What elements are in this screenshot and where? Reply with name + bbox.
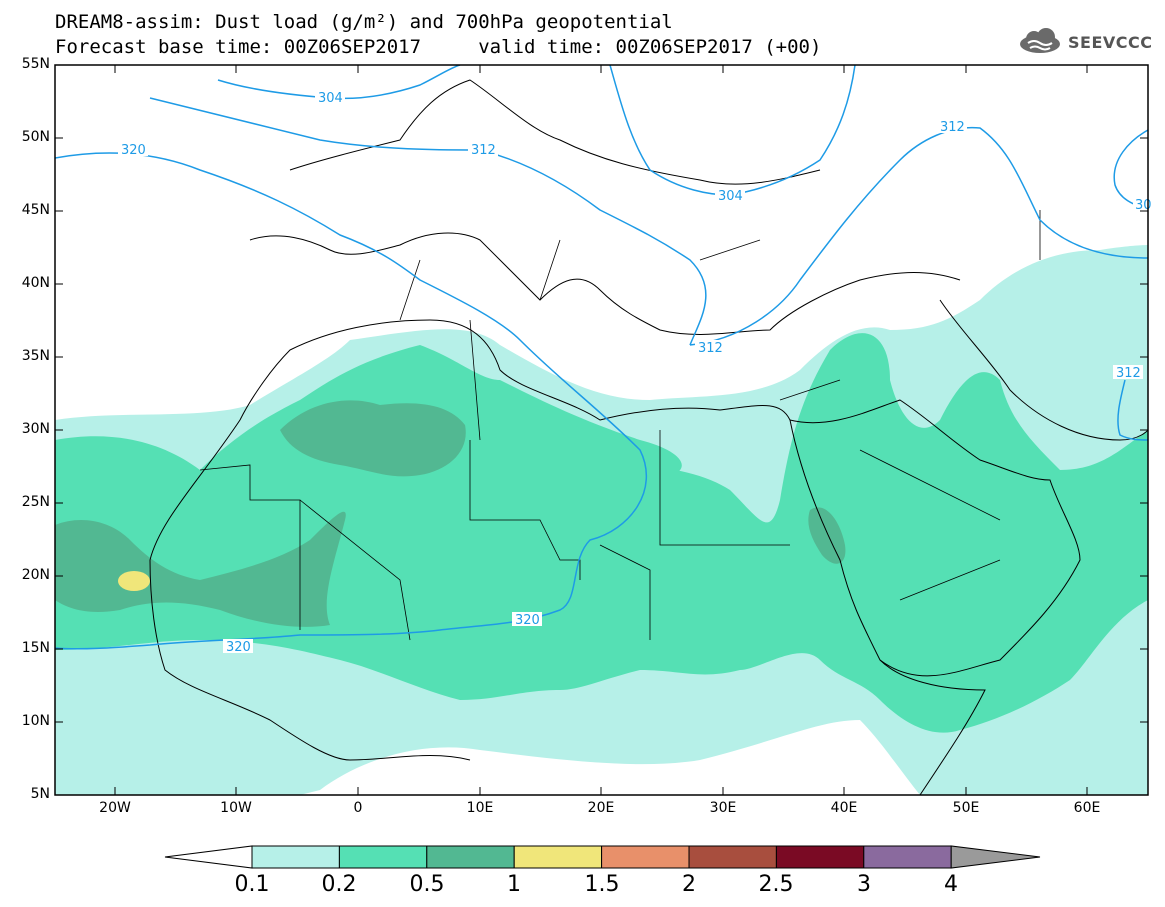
lon-label: 40E [830,800,858,816]
coastline-west-africa [149,559,471,761]
lat-label: 15N [21,640,50,656]
contour-label: 320 [121,143,146,158]
axis-ticks [55,64,1148,795]
colorbar-label: 0.2 [321,872,357,897]
lat-label: 35N [21,348,50,364]
coastlines [149,79,1148,795]
colorbar-segment [688,845,777,869]
colorbar-segment [338,845,428,869]
colorbar-segment [426,845,515,869]
lat-label: 25N [21,494,50,510]
colorbar-segment [251,845,340,869]
contour-label: 320 [515,613,540,628]
cloud-icon [1020,28,1060,53]
lat-label: 5N [30,786,50,802]
contour-label: 320 [226,640,251,655]
lon-label: 0 [353,800,363,816]
colorbar-label: 2 [682,872,696,897]
lat-label: 20N [21,567,50,583]
coastline-iran [939,299,1148,441]
lon-label: 60E [1073,800,1101,816]
colorbar-label: 0.1 [234,872,270,897]
colorbar-label: 1.5 [584,872,620,897]
lon-label: 50E [952,800,980,816]
contour-320-west [55,152,647,650]
contour-312-west [149,97,707,346]
colorbar-segment [775,845,865,869]
contour-312-east [689,126,1148,346]
lon-label: 10E [466,800,494,816]
coastline-europe [249,232,961,335]
contour-label: 312 [698,341,723,356]
contour-label: 312 [471,143,496,158]
colorbar [164,845,1041,869]
colorbar-arrow-low [164,845,253,869]
dust-region-dark [808,507,846,564]
colorbar-segment [863,845,952,869]
colorbar-label: 3 [857,872,871,897]
coastline-africa [149,319,986,795]
lon-label: 10W [220,800,252,816]
map-title: DREAM8-assim: Dust load (g/m²) and 700hP… [55,11,673,33]
coastline-arabia [789,399,1081,677]
coastline-north-europe [289,79,821,185]
colorbar-label: 1 [507,872,521,897]
seevccc-logo [1020,28,1060,53]
contour-312-far-east [1117,379,1148,441]
lat-label: 50N [21,129,50,145]
logo-text: SEEVCCC [1068,33,1153,52]
colorbar-label: 2.5 [758,872,794,897]
lat-label: 55N [21,56,50,72]
lat-label: 40N [21,275,50,291]
lat-label: 30N [21,421,50,437]
lat-label: 10N [21,713,50,729]
forecast-time-line: Forecast base time: 00Z06SEP2017 valid t… [55,36,822,58]
lon-label: 30E [709,800,737,816]
colorbar-label: 0.5 [409,872,445,897]
contour-304-west [217,65,461,100]
contour-label: 304 [318,91,343,106]
dust-max-spot [118,571,150,591]
contour-label: 312 [940,120,965,135]
lat-label: 45N [21,202,50,218]
dust-region-dark [280,400,466,477]
colorbar-segment [601,845,690,869]
colorbar-label: 4 [944,872,958,897]
contour-label: 304 [718,189,743,204]
lon-label: 20E [587,800,615,816]
colorbar-segment [513,845,603,869]
dust-field [55,245,1148,795]
colorbar-arrow-high [950,845,1041,869]
country-borders [199,210,1041,641]
lon-label: 20W [99,800,131,816]
contour-label: 312 [1116,366,1141,381]
dust-region-dark [55,511,346,627]
